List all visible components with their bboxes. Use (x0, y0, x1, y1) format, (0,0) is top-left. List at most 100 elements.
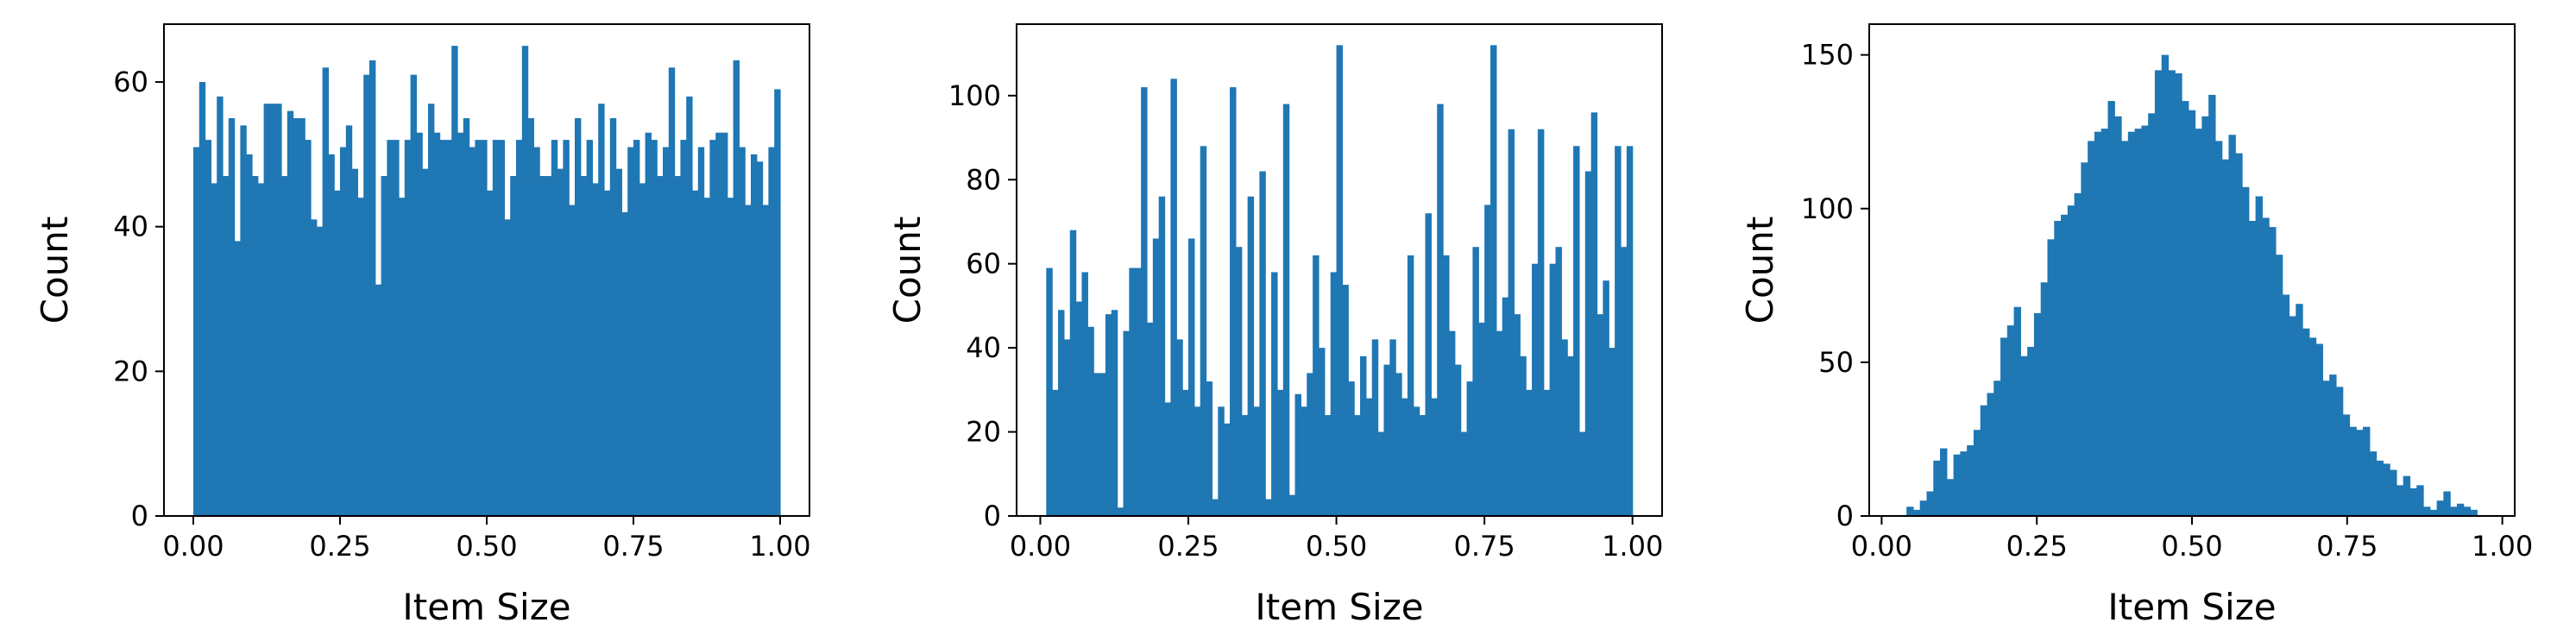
histogram-bar (1597, 314, 1603, 516)
histogram-bar (551, 140, 558, 516)
histogram-bar (2188, 110, 2196, 516)
histogram-bar (1218, 406, 1225, 516)
histogram-bar (1170, 79, 1177, 516)
histogram-bar (657, 176, 664, 516)
x-tick-label: 1.00 (749, 530, 810, 563)
x-axis-label: Item Size (402, 586, 570, 628)
histogram-bar (1247, 196, 1255, 516)
histogram-bar (692, 190, 699, 516)
histogram-bar (416, 132, 423, 516)
histogram-bar (1129, 267, 1136, 516)
histogram-bar (1502, 297, 1509, 516)
histogram-bar (2436, 500, 2444, 516)
histogram-bar (369, 60, 376, 517)
histogram-bar (2383, 463, 2390, 516)
histogram-bar (2175, 73, 2182, 516)
histogram-bar (1206, 381, 1213, 516)
histogram-bar (586, 140, 593, 516)
histogram-bar (198, 82, 206, 516)
histogram-bar (2308, 337, 2317, 516)
histogram-bar (1152, 238, 1160, 516)
histogram-bar (686, 96, 693, 516)
x-tick-label: 0.00 (1010, 530, 1071, 563)
histogram-bar (1395, 373, 1402, 516)
histogram-bar (351, 168, 358, 516)
histogram-bar (252, 176, 259, 516)
histogram-bar (1484, 204, 1491, 516)
histogram-bar (1265, 499, 1272, 516)
y-tick-label: 150 (1801, 39, 1854, 72)
histogram-bar (1075, 301, 1083, 516)
histogram-bar (451, 46, 458, 517)
histogram-bar (2289, 316, 2296, 516)
histogram-bar (1383, 364, 1390, 516)
histogram-bar (2061, 214, 2069, 516)
histogram-bar (521, 46, 529, 517)
histogram-bar (745, 204, 752, 516)
y-tick-label: 0 (1836, 500, 1854, 532)
histogram-bar (1081, 272, 1088, 516)
histogram-bar (1626, 146, 1634, 517)
histogram-bar (1443, 255, 1450, 516)
histogram-bar (1615, 146, 1622, 517)
histogram-bar (2322, 381, 2330, 516)
y-tick-label: 100 (948, 79, 1001, 112)
histogram-bar (469, 147, 476, 516)
histogram-bar (1348, 381, 1355, 516)
histogram-bar (2335, 387, 2344, 516)
histogram-bar (1413, 406, 1420, 516)
histogram-bar (305, 140, 312, 516)
histogram-bar (645, 132, 652, 516)
histogram-bar (375, 284, 382, 516)
histogram-bar (575, 117, 582, 516)
histogram-bar (2040, 282, 2049, 516)
histogram-bar (2121, 141, 2129, 516)
histogram-bar (2000, 337, 2008, 516)
histogram-bar (363, 74, 370, 517)
histogram-bar (1336, 45, 1344, 517)
histogram-bar (2396, 485, 2404, 516)
histogram-bar (481, 140, 488, 516)
histogram-bar (2296, 304, 2303, 516)
histogram-bar (1490, 45, 1497, 517)
y-tick-label: 20 (966, 416, 1001, 449)
x-tick-label: 0.75 (602, 530, 664, 563)
histogram-bar (1567, 355, 1574, 516)
histogram-bar (1093, 373, 1100, 516)
histogram-bar (2134, 129, 2142, 516)
histogram-bar (2342, 414, 2351, 516)
histogram-bar (1194, 406, 1201, 516)
histogram-bar (1135, 267, 1142, 516)
histogram-bar (2416, 485, 2424, 516)
histogram-bar (1967, 445, 1975, 516)
histogram-bar (345, 125, 353, 516)
histogram-bar (2201, 116, 2209, 516)
histogram-bar (316, 226, 324, 516)
histogram-bar (2470, 509, 2478, 516)
histogram-bar (680, 140, 687, 516)
histogram-bar (1146, 322, 1154, 516)
histogram-bar (1946, 479, 1955, 516)
y-tick-label: 50 (1818, 346, 1854, 379)
histogram-bar (2168, 70, 2176, 516)
histogram-bar (404, 140, 412, 516)
histogram-bar (2020, 355, 2028, 516)
histogram-bar (721, 132, 728, 516)
histogram-bar (2127, 131, 2136, 516)
histogram-bar (2456, 503, 2465, 516)
histogram-bar (2148, 113, 2156, 516)
histogram-bar (2182, 101, 2189, 516)
histogram-bar (2094, 131, 2102, 516)
histogram-bar (598, 104, 605, 517)
histogram-bar (2349, 426, 2357, 516)
y-tick-label: 0 (131, 500, 148, 532)
histogram-bar (205, 140, 211, 516)
histogram-bar (1182, 389, 1189, 516)
histogram-bar (1200, 146, 1207, 517)
histogram-bar (1371, 339, 1379, 516)
x-axis-label: Item Size (1255, 586, 1423, 628)
histogram-bar (545, 176, 552, 516)
histogram-bar (2013, 306, 2021, 516)
x-tick-label: 0.50 (1306, 530, 1367, 563)
histogram-bar (1058, 310, 1065, 516)
